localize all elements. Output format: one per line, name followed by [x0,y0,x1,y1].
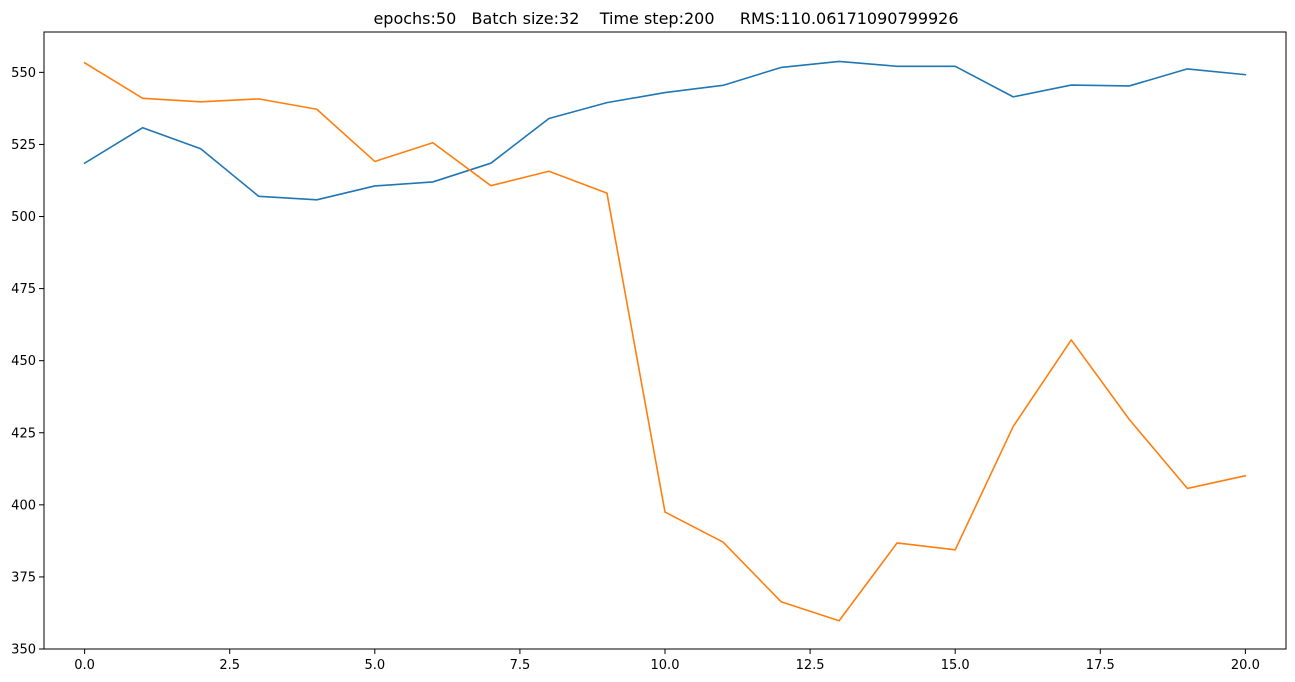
plot-area: 0.0 2.5 5.0 7.5 10.0 12.5 15.0 17.5 20.0 350 375 40… [11,31,1287,673]
plot-frame [43,31,1287,650]
chart-title: epochs:50 Batch size:32 Time step:200 RM… [373,9,958,28]
series-line-1 [83,60,1247,201]
x-tick-label: 5.0 [364,658,385,673]
y-tick-label: 425 [11,426,36,441]
y-tick-label: 350 [11,643,36,658]
x-tick-label: 10.0 [651,658,680,673]
y-tick-label: 450 [11,354,36,369]
x-tick-label: 7.5 [510,658,531,673]
x-tick-label: 0.0 [74,658,95,673]
x-tick-label: 17.5 [1086,658,1115,673]
x-tick-label: 15.0 [941,658,970,673]
y-tick-label: 475 [11,282,36,297]
y-tick-label: 375 [11,570,36,585]
x-tick-label: 2.5 [219,658,240,673]
x-tick-label: 12.5 [796,658,825,673]
series-line-2 [83,61,1247,622]
x-tick-label: 20.0 [1231,658,1260,673]
y-tick-label: 500 [11,210,36,225]
y-tick-label: 400 [11,498,36,513]
y-tick-label: 525 [11,138,36,153]
y-tick-label: 550 [11,66,36,81]
